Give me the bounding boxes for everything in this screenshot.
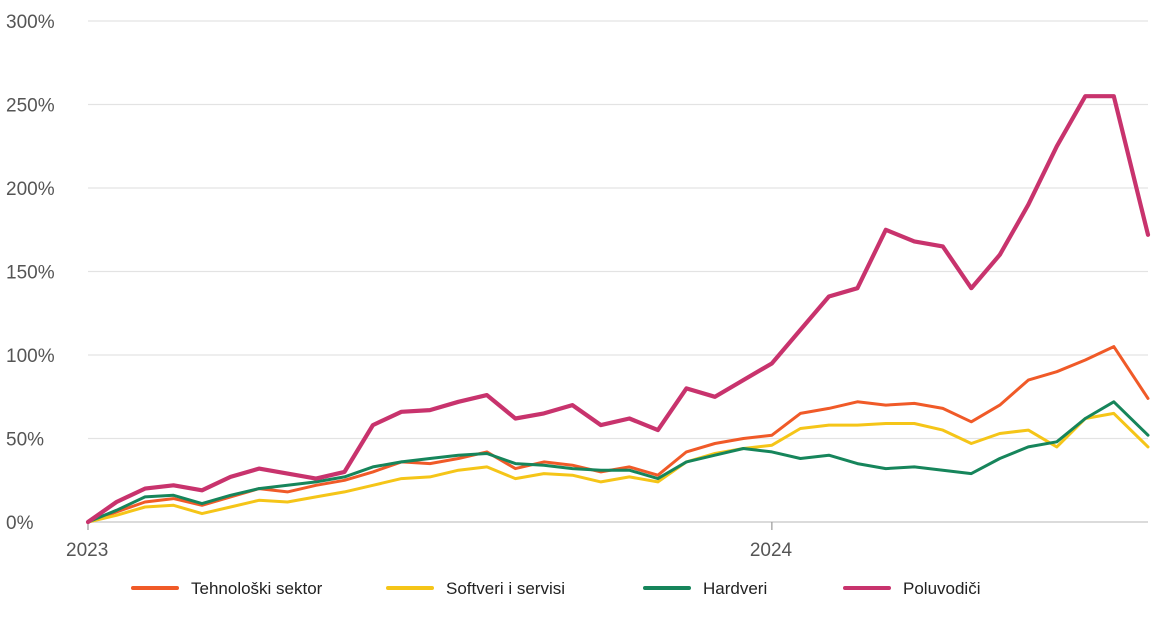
legend-label: Tehnološki sektor — [191, 579, 323, 598]
legend-label: Hardveri — [703, 579, 767, 598]
legend-label: Poluvodiči — [903, 579, 981, 598]
series-line-0 — [86, 345, 1150, 524]
x-tick-label: 2024 — [750, 540, 793, 561]
y-axis-tick-labels: 0% 50% 100% 150% 200% 250% 300% — [6, 12, 55, 534]
y-tick-label: 50% — [6, 430, 44, 451]
series-line-2 — [86, 400, 1150, 524]
legend-label: Softveri i servisi — [446, 579, 565, 598]
y-tick-label: 300% — [6, 12, 55, 33]
series-line-1 — [86, 411, 1150, 524]
y-tick-label: 150% — [6, 263, 55, 284]
y-tick-label: 0% — [6, 513, 34, 534]
y-tick-label: 100% — [6, 346, 55, 367]
series-line-3 — [85, 94, 1151, 525]
y-tick-label: 250% — [6, 96, 55, 117]
x-tick-label: 2023 — [66, 540, 108, 561]
x-axis: 2023 2024 — [66, 521, 1148, 561]
series-lines — [85, 94, 1151, 525]
grid-lines — [88, 20, 1148, 440]
legend: Tehnološki sektor Softveri i servisi Hardv… — [131, 579, 981, 598]
y-tick-label: 200% — [6, 179, 55, 200]
